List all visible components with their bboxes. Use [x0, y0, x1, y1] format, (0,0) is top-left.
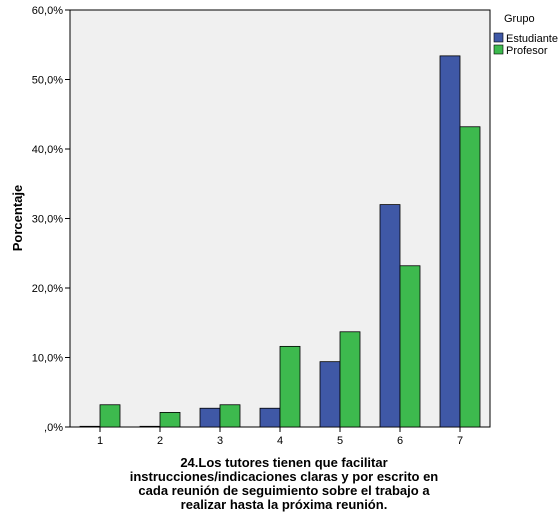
- legend-label-estudiante: Estudiante: [506, 33, 558, 45]
- legend-label-profesor: Profesor: [506, 45, 548, 57]
- y-tick-label: 20,0%: [32, 283, 63, 295]
- y-axis-title: Porcentaje: [10, 185, 25, 251]
- bar-estudiante-2: [139, 425, 161, 428]
- bar-profesor-4: [279, 345, 301, 428]
- legend: Grupo Estudiante Profesor: [493, 13, 558, 57]
- x-tick-label: 3: [217, 435, 223, 447]
- bar-estudiante-7: [439, 55, 461, 428]
- legend-swatch-profesor: [493, 44, 504, 55]
- bar-profesor-5: [339, 331, 361, 428]
- bar-estudiante-6: [379, 204, 401, 428]
- bar-profesor-6: [399, 265, 421, 428]
- bar-profesor-7: [459, 126, 481, 428]
- bar-estudiante-5: [319, 361, 341, 428]
- y-tick-label: 30,0%: [32, 214, 63, 226]
- x-axis-title-line-1: 24.Los tutores tienen que facilitar: [180, 455, 387, 470]
- bar-profesor-2: [159, 412, 181, 428]
- bars-group: [79, 55, 481, 428]
- bar-profesor-3: [219, 404, 241, 428]
- y-tick-label: ,0%: [44, 422, 63, 434]
- legend-title: Grupo: [504, 13, 535, 25]
- y-tick-label: 10,0%: [32, 353, 63, 365]
- y-tick-label: 50,0%: [32, 75, 63, 87]
- x-tick-label: 1: [97, 435, 103, 447]
- x-tick-label: 6: [397, 435, 403, 447]
- bar-estudiante-3: [199, 407, 221, 428]
- x-tick-label: 5: [337, 435, 343, 447]
- bar-estudiante-1: [79, 425, 101, 428]
- legend-swatch-estudiante: [493, 32, 504, 43]
- y-tick-label: 40,0%: [32, 144, 63, 156]
- x-tick-label: 2: [157, 435, 163, 447]
- bar-estudiante-4: [259, 407, 281, 428]
- x-axis-title-line-4: realizar hasta la próxima reunión.: [181, 497, 388, 512]
- x-tick-label: 4: [277, 435, 283, 447]
- bar-profesor-1: [99, 404, 121, 428]
- x-axis: 1 2 3 4 5 6 7: [97, 427, 463, 447]
- x-axis-title-line-2: instrucciones/indicaciones claras y por …: [130, 469, 439, 484]
- x-axis-title: 24.Los tutores tienen que facilitar inst…: [130, 455, 439, 512]
- x-tick-label: 7: [457, 435, 463, 447]
- y-tick-label: 60,0%: [32, 5, 63, 17]
- x-axis-title-line-3: cada reunión de seguimiento sobre el tra…: [138, 483, 430, 498]
- y-axis: ,0% 10,0% 20,0% 30,0% 40,0% 50,0% 60,0%: [32, 5, 70, 434]
